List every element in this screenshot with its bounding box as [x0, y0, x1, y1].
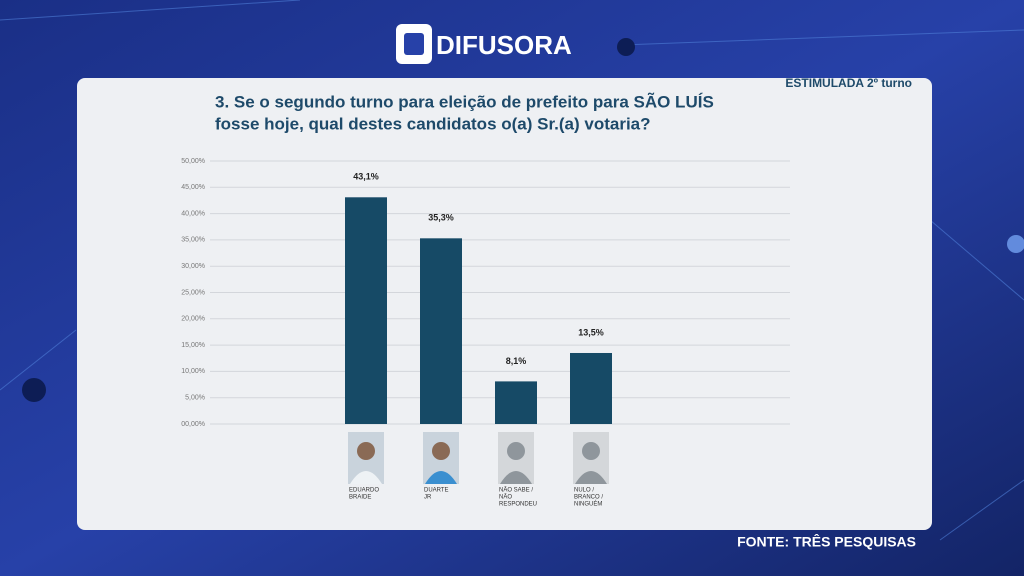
y-tick-label: 5,00%	[185, 395, 205, 402]
bar	[420, 238, 462, 424]
value-label: 43,1%	[353, 172, 379, 182]
logo: DIFUSORA	[396, 24, 572, 64]
value-label: 13,5%	[578, 327, 604, 337]
photo-head	[507, 442, 525, 460]
y-tick-label: 15,00%	[181, 342, 205, 349]
x-tick-label: NINGUÉM	[574, 501, 602, 508]
network-lines	[0, 0, 1024, 541]
node	[22, 378, 46, 402]
x-tick-label: NÃO	[499, 494, 512, 501]
photo-body	[575, 471, 607, 484]
value-label: 8,1%	[506, 356, 527, 366]
y-tick-label: 20,00%	[181, 316, 205, 323]
y-tick-label: 25,00%	[181, 289, 205, 296]
x-tick-label: BRAIDE	[349, 495, 371, 501]
bar	[345, 197, 387, 424]
photo-head	[432, 442, 450, 460]
photo-body	[350, 471, 382, 484]
chart-title: 3. Se o segundo turno para eleição de pr…	[215, 91, 714, 133]
card	[77, 78, 932, 530]
x-tick-label: JR	[424, 495, 432, 501]
tag: ESTIMULADA 2º turno	[785, 76, 912, 90]
source: FONTE: TRÊS PESQUISAS	[737, 533, 916, 550]
y-tick-label: 30,00%	[181, 263, 205, 270]
y-tick-label: 00,00%	[181, 421, 205, 428]
photo-body	[425, 471, 457, 484]
y-tick-label: 45,00%	[181, 184, 205, 191]
x-tick-label: NÃO SABE /	[499, 487, 533, 494]
brand: DIFUSORA	[436, 30, 572, 60]
photo-body	[500, 471, 532, 484]
bar	[495, 381, 537, 424]
x-tick-label: DUARTE	[424, 488, 449, 494]
x-tick-label: EDUARDO	[349, 488, 379, 494]
x-tick-label: NULO /	[574, 488, 594, 494]
value-label: 35,3%	[428, 213, 454, 223]
x-tick-label: BRANCO /	[574, 495, 603, 501]
y-tick-label: 35,00%	[181, 237, 205, 244]
photo-head	[582, 442, 600, 460]
title-line: 3. Se o segundo turno para eleição de pr…	[215, 91, 714, 111]
photo-head	[357, 442, 375, 460]
bar	[570, 352, 612, 424]
title-line: fosse hoje, qual destes candidatos o(a) …	[215, 114, 651, 133]
y-tick-label: 50,00%	[181, 158, 205, 165]
x-tick-label: RESPONDEU	[499, 502, 537, 508]
node	[617, 38, 635, 56]
y-tick-label: 10,00%	[181, 368, 205, 375]
node	[1007, 235, 1024, 253]
y-tick-label: 40,00%	[181, 210, 205, 217]
